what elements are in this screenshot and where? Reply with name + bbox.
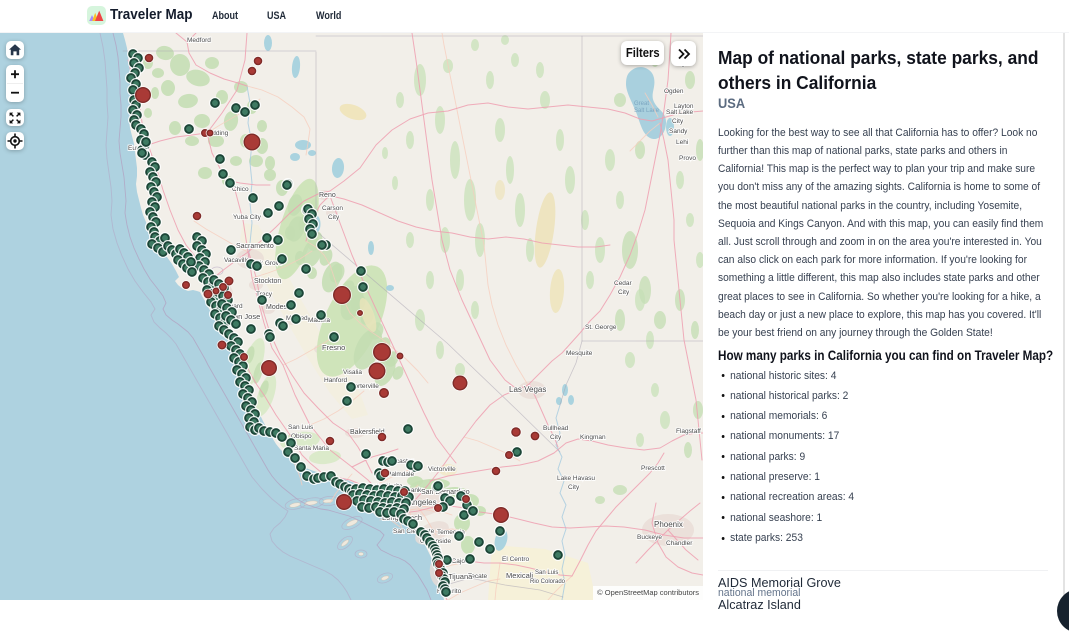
- svg-text:Las Vegas: Las Vegas: [509, 385, 546, 394]
- svg-text:Visalia: Visalia: [343, 369, 362, 376]
- svg-text:Vacaville: Vacaville: [224, 257, 250, 264]
- svg-text:Redding: Redding: [204, 130, 229, 137]
- svg-text:Modesto: Modesto: [266, 304, 293, 311]
- svg-text:Rio Colorado: Rio Colorado: [530, 579, 566, 585]
- svg-text:Palmdale: Palmdale: [387, 471, 414, 478]
- svg-text:San Luis: San Luis: [535, 570, 558, 576]
- svg-text:Lake Havasu: Lake Havasu: [557, 475, 595, 482]
- svg-text:Stockton: Stockton: [254, 278, 281, 285]
- svg-text:City: City: [328, 214, 340, 221]
- svg-text:Tijuana: Tijuana: [448, 572, 473, 581]
- svg-text:City: City: [568, 484, 580, 491]
- svg-text:Bullhead: Bullhead: [543, 425, 569, 432]
- svg-text:Carson: Carson: [322, 205, 343, 212]
- svg-text:San Clemente: San Clemente: [393, 528, 435, 535]
- svg-text:Ogden: Ogden: [664, 88, 684, 95]
- svg-text:Santa Maria: Santa Maria: [294, 445, 329, 452]
- svg-text:Lehi: Lehi: [676, 139, 688, 146]
- svg-text:Buckeye: Buckeye: [637, 534, 662, 541]
- svg-text:Salt Lake: Salt Lake: [634, 108, 660, 114]
- svg-text:Lancaster: Lancaster: [385, 458, 414, 465]
- svg-text:Cedar: Cedar: [614, 280, 633, 287]
- svg-text:Yuba City: Yuba City: [233, 214, 262, 221]
- svg-text:Victorville: Victorville: [428, 466, 456, 473]
- svg-text:City: City: [550, 434, 562, 441]
- svg-text:Provo: Provo: [679, 155, 696, 162]
- svg-text:San Jose: San Jose: [229, 312, 260, 321]
- svg-text:Phoenix: Phoenix: [654, 520, 683, 529]
- svg-text:Flagstaff: Flagstaff: [676, 428, 701, 435]
- svg-text:Tecate: Tecate: [468, 573, 488, 580]
- svg-text:Mesquite: Mesquite: [566, 350, 593, 357]
- svg-text:City: City: [672, 118, 684, 125]
- svg-text:Medford: Medford: [187, 37, 211, 44]
- svg-text:Los Angeles: Los Angeles: [393, 498, 437, 507]
- svg-text:Sacramento: Sacramento: [236, 243, 274, 250]
- svg-text:Reno: Reno: [319, 192, 336, 199]
- svg-text:Great: Great: [634, 101, 649, 107]
- svg-text:Obispo: Obispo: [291, 433, 312, 440]
- svg-text:El Centro: El Centro: [502, 556, 529, 563]
- svg-text:Tracy: Tracy: [256, 291, 273, 298]
- svg-text:St. George: St. George: [585, 324, 617, 331]
- svg-text:Bakersfield: Bakersfield: [350, 429, 385, 436]
- svg-text:Salt Lake: Salt Lake: [666, 109, 693, 116]
- svg-text:San Luis: San Luis: [288, 424, 314, 431]
- svg-text:Fresno: Fresno: [322, 343, 345, 352]
- svg-text:Elk Grove: Elk Grove: [254, 260, 283, 267]
- svg-text:Mexicali: Mexicali: [506, 571, 533, 580]
- svg-text:Temecula: Temecula: [437, 529, 465, 536]
- svg-text:Layton: Layton: [674, 103, 694, 110]
- svg-text:Porterville: Porterville: [350, 383, 379, 390]
- svg-text:Chandler: Chandler: [666, 540, 693, 547]
- svg-text:Sandy: Sandy: [669, 128, 688, 135]
- svg-text:Kingman: Kingman: [580, 434, 606, 441]
- svg-text:Prescott: Prescott: [641, 465, 665, 472]
- svg-text:Hanford: Hanford: [324, 377, 348, 384]
- svg-text:Chico: Chico: [232, 186, 249, 193]
- svg-text:City: City: [618, 289, 630, 296]
- svg-text:El Cajon: El Cajon: [444, 558, 469, 565]
